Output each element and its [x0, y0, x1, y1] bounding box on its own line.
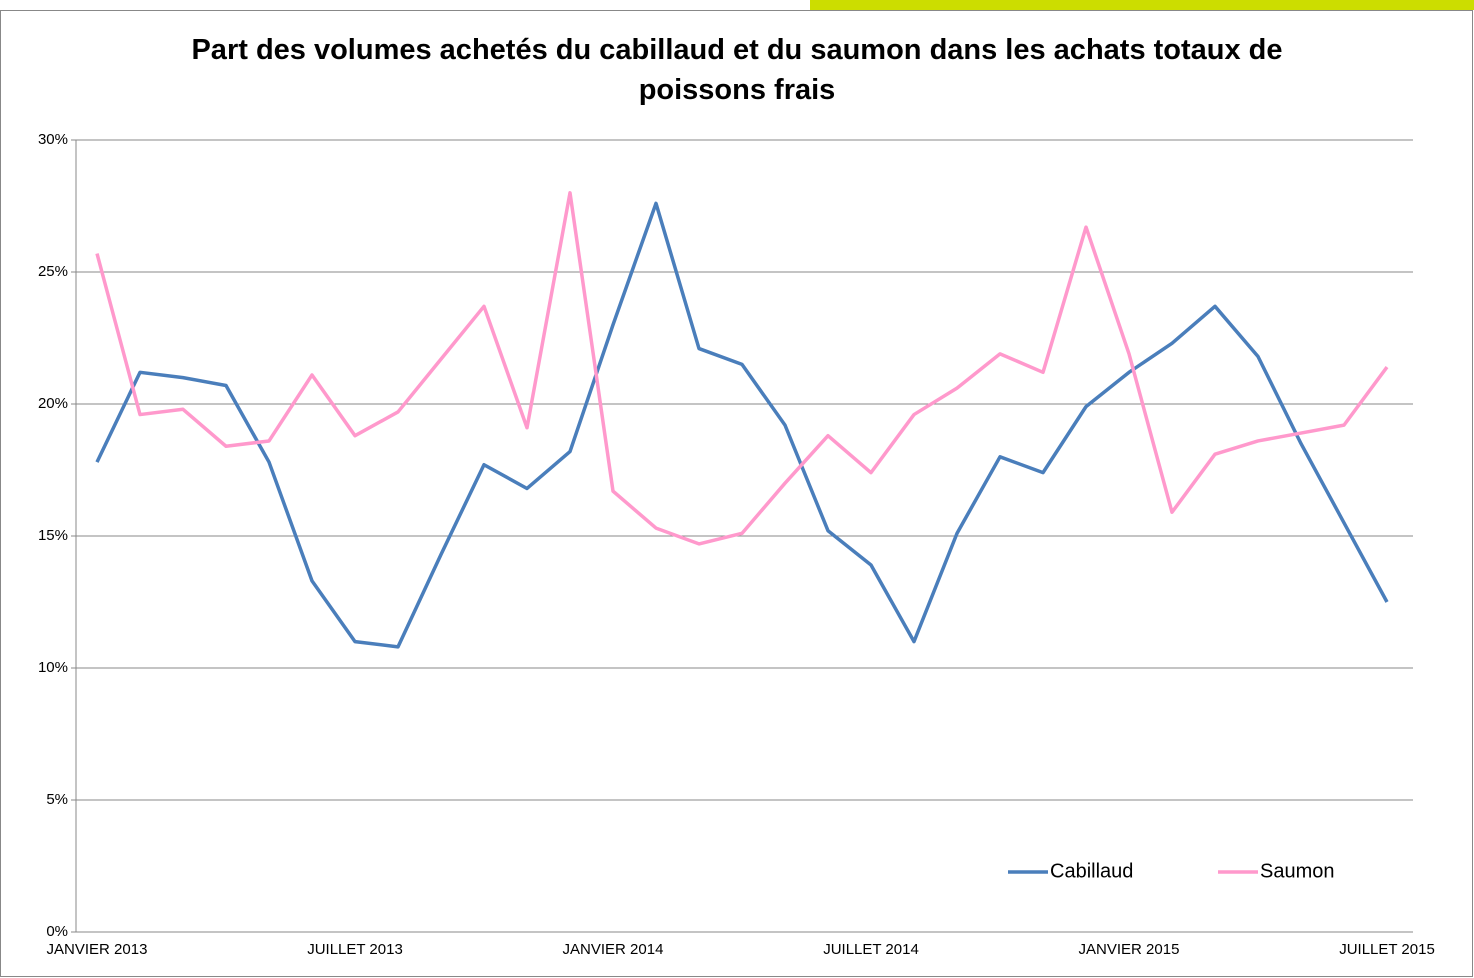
top-bar	[810, 0, 1474, 10]
y-tick-label: 30%	[38, 131, 68, 148]
legend: Cabillaud Saumon	[1008, 860, 1335, 882]
chart-border	[0, 10, 1473, 977]
x-tick-label: JUILLET 2014	[823, 941, 919, 958]
x-tick-label: JANVIER 2014	[563, 941, 664, 958]
y-tick-label: 10%	[38, 659, 68, 676]
legend-label: Saumon	[1260, 860, 1335, 882]
chart-title: Part des volumes achetés du cabillaud et…	[191, 34, 1283, 106]
x-tick-label: JANVIER 2013	[47, 941, 148, 958]
y-tick-label: 25%	[38, 263, 68, 280]
y-tick-label: 20%	[38, 395, 68, 412]
series-line	[95, 191, 1389, 546]
x-tick-label: JANVIER 2015	[1079, 941, 1180, 958]
x-tick-label: JUILLET 2015	[1339, 941, 1435, 958]
legend-label: Cabillaud	[1050, 860, 1133, 882]
y-tick-label: 5%	[46, 791, 68, 808]
series-line	[95, 201, 1389, 649]
x-tick-label: JUILLET 2013	[307, 941, 403, 958]
y-tick-label: 0%	[46, 923, 68, 940]
y-tick-label: 15%	[38, 527, 68, 544]
